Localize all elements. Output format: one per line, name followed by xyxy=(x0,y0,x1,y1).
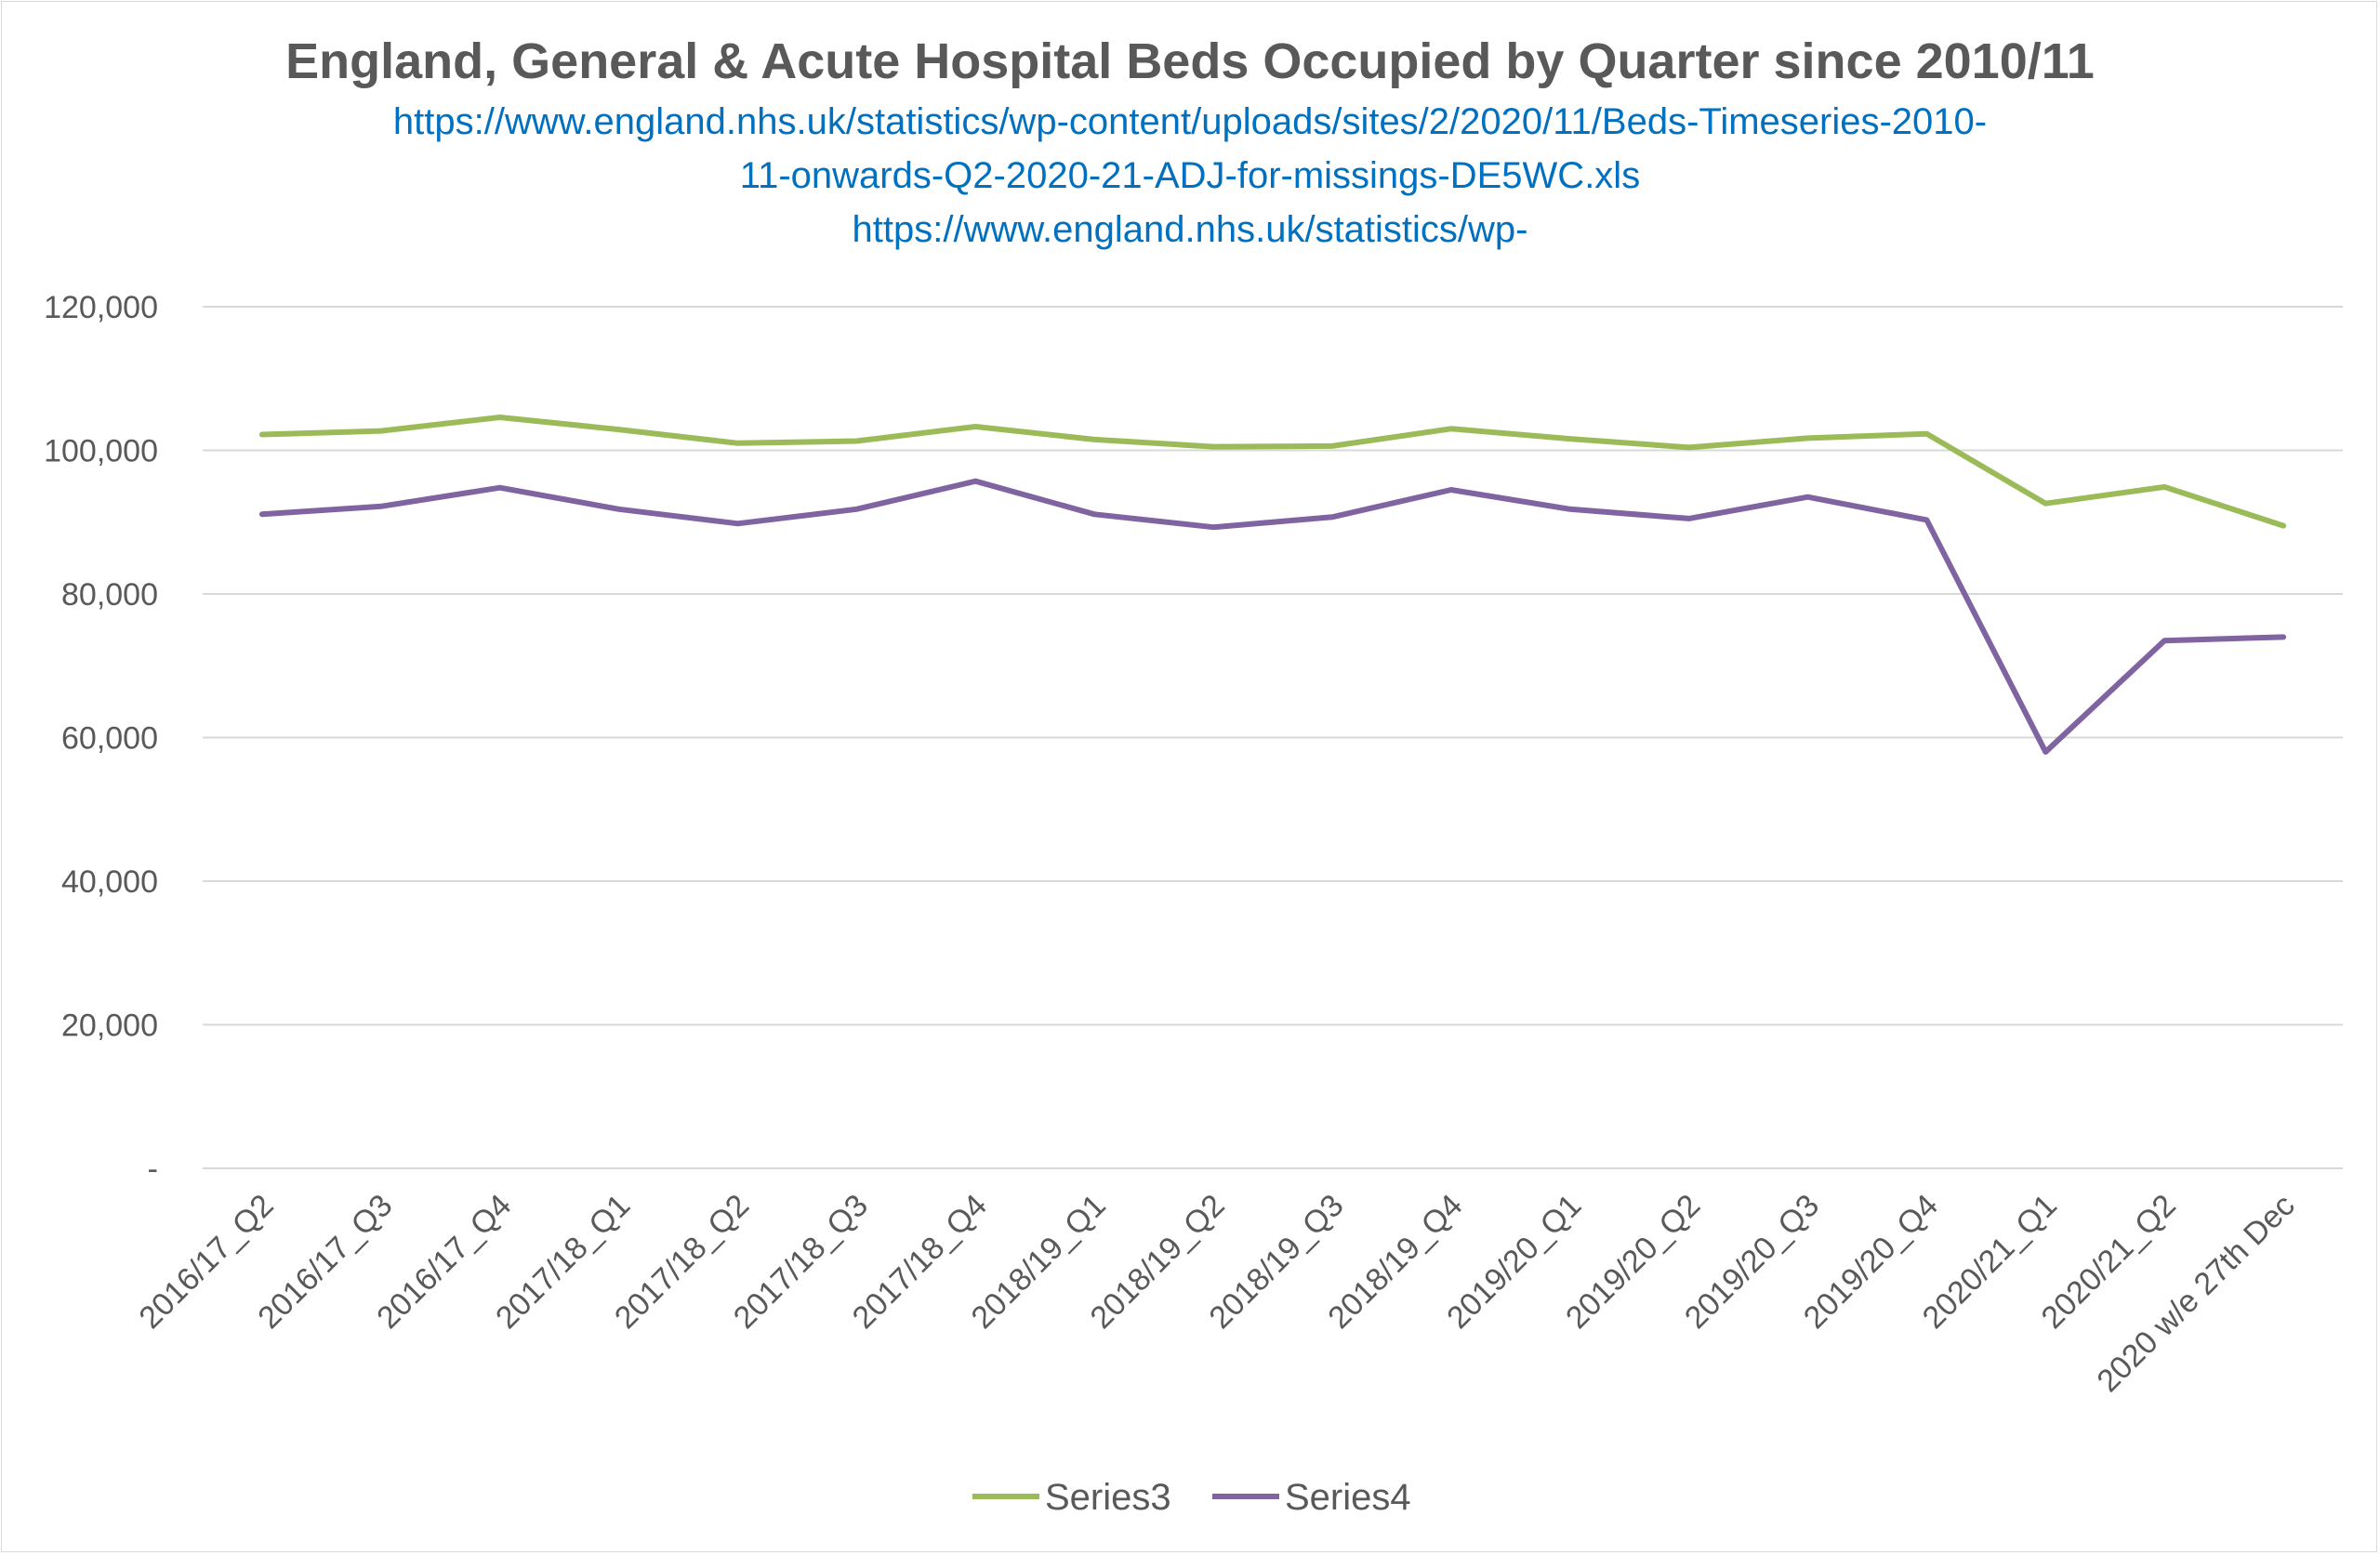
source-link-line-1[interactable]: https://www.england.nhs.uk/statistics/wp… xyxy=(392,101,1988,142)
y-tick-label: - xyxy=(148,1152,158,1187)
series-line-series3 xyxy=(258,415,2287,529)
y-tick-label: 120,000 xyxy=(44,290,158,325)
legend-label-series4: Series4 xyxy=(1285,1477,1411,1518)
y-tick-label: 80,000 xyxy=(61,577,158,613)
chart-title: England, General & Acute Hospital Beds O… xyxy=(285,33,2095,89)
legend: Series3 Series4 xyxy=(972,1477,1411,1518)
series-line-series4 xyxy=(258,478,2287,755)
y-tick-label: 100,000 xyxy=(44,434,158,469)
chart-header: England, General & Acute Hospital Beds O… xyxy=(0,28,2380,257)
gridlines xyxy=(203,306,2343,1169)
legend-label-series3: Series3 xyxy=(1045,1477,1171,1518)
source-link-line-3[interactable]: https://www.england.nhs.uk/statistics/wp… xyxy=(852,209,1528,250)
y-tick-label: 40,000 xyxy=(61,864,158,900)
x-axis-labels: 2016/17_Q22016/17_Q32016/17_Q42017/18_Q1… xyxy=(132,1188,2301,1399)
y-tick-label: 20,000 xyxy=(61,1008,158,1044)
series-lines xyxy=(258,415,2287,755)
source-link-line-2[interactable]: 11-onwards-Q2-2020-21-ADJ-for-missings-D… xyxy=(739,155,1641,196)
x-tick-label: 2020 w/e 27th Dec xyxy=(2090,1188,2301,1399)
y-axis-labels: - 20,000 40,000 60,000 80,000 100,000 120,000 xyxy=(44,290,158,1187)
y-tick-label: 60,000 xyxy=(61,721,158,757)
